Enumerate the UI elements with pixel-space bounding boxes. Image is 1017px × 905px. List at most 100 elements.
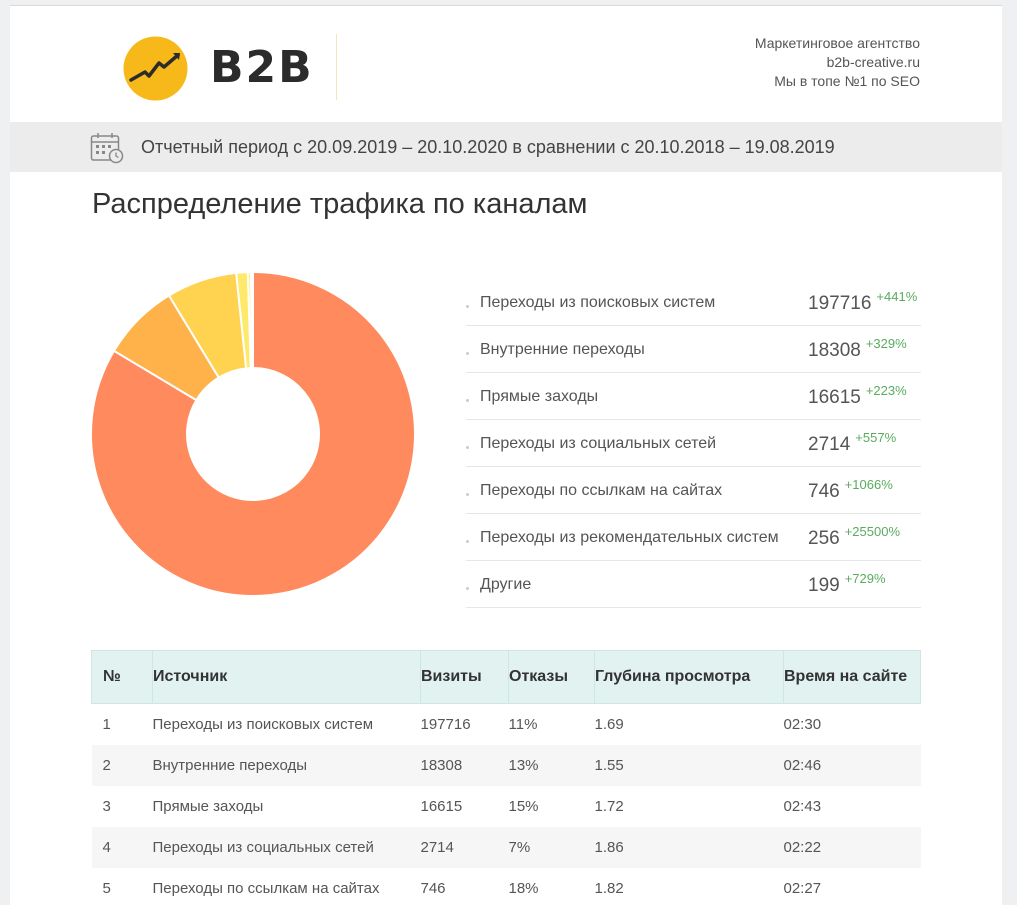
- legend-bullet: [466, 305, 469, 308]
- legend-value: 18308: [808, 340, 861, 361]
- col-source: Источник: [153, 651, 421, 704]
- row-number: 1: [92, 704, 153, 746]
- legend-bullet: [466, 446, 469, 449]
- legend-value: 2714: [808, 434, 850, 455]
- row-depth: 1.72: [595, 786, 784, 827]
- col-bounces: Отказы: [509, 651, 595, 704]
- report-period: Отчетный период с 20.09.2019 – 20.10.202…: [141, 137, 835, 158]
- report-header: B2B Маркетинговое агентство b2b-creative…: [10, 6, 1002, 122]
- legend-label: Внутренние переходы: [480, 341, 645, 359]
- row-source: Прямые заходы: [153, 786, 421, 827]
- legend-change: +729%: [845, 571, 886, 586]
- traffic-donut-chart: [88, 269, 418, 599]
- row-time: 02:46: [784, 745, 921, 786]
- row-number: 4: [92, 827, 153, 868]
- row-number: 2: [92, 745, 153, 786]
- legend-label: Прямые заходы: [480, 388, 598, 406]
- agency-website: b2b-creative.ru: [755, 53, 920, 72]
- row-number: 3: [92, 786, 153, 827]
- row-bounces: 11%: [509, 704, 595, 746]
- legend-label: Переходы по ссылкам на сайтах: [480, 482, 722, 500]
- traffic-legend: Переходы из поисковых систем 197716 +441% В…: [466, 279, 921, 608]
- row-visits: 746: [421, 868, 509, 905]
- row-bounces: 15%: [509, 786, 595, 827]
- col-time: Время на сайте: [784, 651, 921, 704]
- legend-bullet: [466, 587, 469, 590]
- row-bounces: 13%: [509, 745, 595, 786]
- row-depth: 1.55: [595, 745, 784, 786]
- legend-item: Переходы из поисковых систем 197716 +441%: [466, 279, 921, 326]
- legend-value: 199: [808, 575, 840, 596]
- row-visits: 16615: [421, 786, 509, 827]
- legend-label: Переходы из поисковых систем: [480, 294, 715, 312]
- header-divider: [336, 34, 337, 100]
- traffic-table: № Источник Визиты Отказы Глубина просмот…: [91, 650, 921, 905]
- col-visits: Визиты: [421, 651, 509, 704]
- section-title: Распределение трафика по каналам: [92, 188, 587, 221]
- row-depth: 1.86: [595, 827, 784, 868]
- legend-bullet: [466, 540, 469, 543]
- row-visits: 18308: [421, 745, 509, 786]
- legend-label: Другие: [480, 576, 531, 594]
- legend-value-group: 199+729%: [808, 575, 886, 597]
- report-page: B2B Маркетинговое агентство b2b-creative…: [10, 5, 1002, 905]
- agency-line: Маркетинговое агентство: [755, 34, 920, 53]
- legend-change: +441%: [876, 289, 917, 304]
- lightning-logo-icon: [123, 36, 188, 101]
- legend-label: Переходы из социальных сетей: [480, 435, 716, 453]
- brand-name: B2B: [210, 46, 314, 90]
- legend-change: +557%: [855, 430, 896, 445]
- row-source: Внутренние переходы: [153, 745, 421, 786]
- calendar-clock-icon: [90, 132, 124, 164]
- row-visits: 2714: [421, 827, 509, 868]
- legend-label: Переходы из рекомендательных систем: [480, 529, 779, 547]
- legend-change: +25500%: [845, 524, 900, 539]
- legend-bullet: [466, 493, 469, 496]
- legend-value: 16615: [808, 387, 861, 408]
- col-number: №: [92, 651, 153, 704]
- period-bar: Отчетный период с 20.09.2019 – 20.10.202…: [10, 122, 1002, 172]
- legend-value-group: 256+25500%: [808, 528, 900, 550]
- row-depth: 1.69: [595, 704, 784, 746]
- legend-value-group: 746+1066%: [808, 481, 893, 503]
- row-number: 5: [92, 868, 153, 905]
- row-source: Переходы по ссылкам на сайтах: [153, 868, 421, 905]
- row-bounces: 18%: [509, 868, 595, 905]
- row-source: Переходы из социальных сетей: [153, 827, 421, 868]
- legend-change: +223%: [866, 383, 907, 398]
- agency-slogan: Мы в топе №1 по SEO: [755, 72, 920, 91]
- row-time: 02:27: [784, 868, 921, 905]
- row-time: 02:30: [784, 704, 921, 746]
- legend-change: +1066%: [845, 477, 893, 492]
- legend-bullet: [466, 352, 469, 355]
- agency-info: Маркетинговое агентство b2b-creative.ru …: [755, 34, 920, 91]
- row-source: Переходы из поисковых систем: [153, 704, 421, 746]
- col-depth: Глубина просмотра: [595, 651, 784, 704]
- legend-value: 197716: [808, 293, 871, 314]
- legend-bullet: [466, 399, 469, 402]
- donut-slice: [252, 272, 253, 368]
- row-visits: 197716: [421, 704, 509, 746]
- row-depth: 1.82: [595, 868, 784, 905]
- legend-value-group: 16615+223%: [808, 387, 907, 409]
- legend-value-group: 2714+557%: [808, 434, 896, 456]
- row-bounces: 7%: [509, 827, 595, 868]
- traffic-table-wrap: № Источник Визиты Отказы Глубина просмот…: [91, 650, 921, 905]
- legend-change: +329%: [866, 336, 907, 351]
- legend-value-group: 18308+329%: [808, 340, 907, 362]
- legend-value: 256: [808, 528, 840, 549]
- table-header-row: № Источник Визиты Отказы Глубина просмот…: [92, 651, 921, 704]
- legend-value: 746: [808, 481, 840, 502]
